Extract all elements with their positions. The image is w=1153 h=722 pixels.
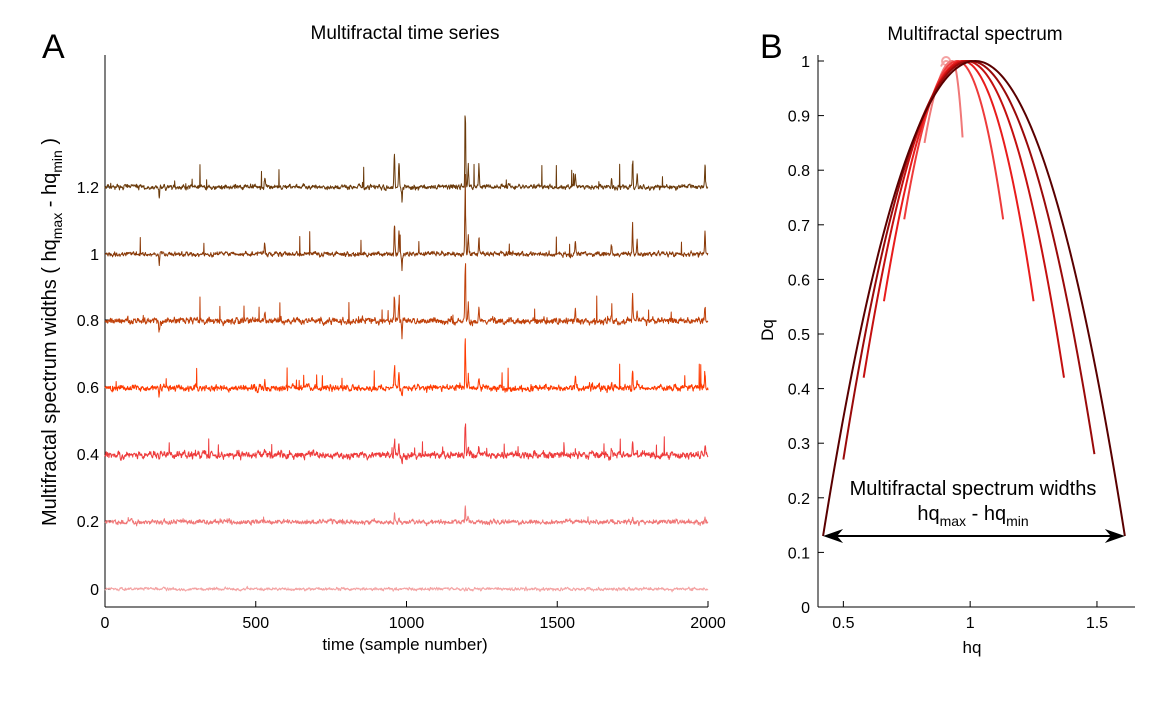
panel-b-x-tick-label: 1 <box>966 615 975 632</box>
panel-b-y-tick-label: 0.6 <box>788 272 810 289</box>
panel-a-series-group <box>104 115 709 593</box>
panel-a-x-tick-label: 0 <box>101 615 110 632</box>
panel-a-y-tick-label: 0.4 <box>77 447 99 464</box>
panel-b-y-tick-label: 0.1 <box>788 545 810 562</box>
panel-letter-b: B <box>760 28 783 66</box>
panel-a: A Multifractal time series 0 500 1000 15… <box>39 23 726 654</box>
width-arrow <box>823 529 1125 544</box>
panel-b-y-tick-label: 0.5 <box>788 327 810 344</box>
panel-b-y-tick-label: 0.3 <box>788 436 810 453</box>
panel-a-title: Multifractal time series <box>311 23 500 44</box>
panel-b-ticks: 0.5 1 1.5 0 0.1 0.2 0.3 0.4 0.5 0.6 0.7 0.8 0.9 1 <box>788 54 1108 632</box>
panel-a-y-axis-label: Multifractal spectrum widths ( hqmax - h… <box>39 138 65 526</box>
panel-b-title: Multifractal spectrum <box>887 24 1062 45</box>
panel-b-x-tick-label: 0.5 <box>832 615 854 632</box>
panel-b-x-axis-label: hq <box>963 638 982 657</box>
panel-a-y-tick-label: 1.2 <box>77 180 99 197</box>
panel-a-x-axis-label: time (sample number) <box>322 635 487 654</box>
panel-b-y-tick-label: 1 <box>801 54 810 71</box>
panel-a-x-tick-label: 2000 <box>690 615 726 632</box>
time-series-line <box>104 585 709 593</box>
panel-a-x-tick-label: 500 <box>242 615 269 632</box>
panel-a-y-ticks: 0 0.2 0.4 0.6 0.8 1 1.2 <box>77 180 111 599</box>
panel-a-y-tick-label: 1 <box>90 247 99 264</box>
panel-b-series-group <box>822 56 1126 537</box>
spectrum-curve <box>903 59 1005 220</box>
panel-b-y-axis-label: Dq <box>758 319 777 341</box>
time-series-line <box>104 173 709 272</box>
panel-b-y-tick-label: 0.7 <box>788 218 810 235</box>
panel-letter-a: A <box>42 28 65 66</box>
panel-b-x-tick-label: 1.5 <box>1086 615 1108 632</box>
panel-b-y-tick-label: 0.9 <box>788 109 810 126</box>
panel-a-x-tick-label: 1000 <box>389 615 425 632</box>
time-series-line <box>104 263 709 340</box>
panel-a-y-tick-label: 0.8 <box>77 313 99 330</box>
time-series-line <box>104 338 709 398</box>
panel-a-y-tick-label: 0.6 <box>77 380 99 397</box>
arrow-head-right <box>1104 529 1125 544</box>
panel-b: B Multifractal spectrum 0.5 1 1.500.10.20.… <box>758 24 1135 657</box>
panel-a-x-tick-label: 1500 <box>539 615 575 632</box>
spectrum-curve <box>842 59 1096 460</box>
panel-b-y-tick-label: 0.8 <box>788 163 810 180</box>
panel-a-x-ticks: 0 500 1000 1500 2000 <box>101 601 726 632</box>
panel-a-y-tick-label: 0.2 <box>77 514 99 531</box>
width-annotation-line1: Multifractal spectrum widths <box>850 478 1097 500</box>
time-series-line <box>104 423 709 465</box>
panel-a-y-tick-label: 0 <box>90 582 99 599</box>
panel-b-y-tick-label: 0.4 <box>788 382 810 399</box>
spectrum-curve <box>862 59 1065 378</box>
spectrum-curve <box>822 59 1126 537</box>
time-series-line <box>104 505 709 527</box>
panel-b-y-tick-label: 0 <box>801 600 810 617</box>
time-series-line <box>104 115 709 203</box>
arrow-head-left <box>823 529 844 544</box>
panel-b-y-tick-label: 0.2 <box>788 491 810 508</box>
width-annotation-line2: hqmax - hqmin <box>917 503 1028 529</box>
